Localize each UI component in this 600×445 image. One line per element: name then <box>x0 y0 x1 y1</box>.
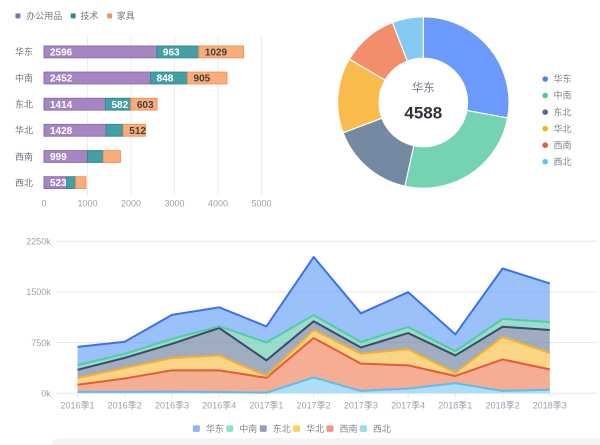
svg-text:2017季2: 2017季2 <box>297 400 331 411</box>
svg-text:华北: 华北 <box>554 123 572 134</box>
svg-text:中南: 中南 <box>554 90 572 101</box>
svg-text:2018季2: 2018季2 <box>486 400 520 411</box>
svg-text:东北: 东北 <box>273 423 291 434</box>
svg-text:512: 512 <box>129 126 146 137</box>
svg-text:523: 523 <box>50 178 67 189</box>
svg-text:华东: 华东 <box>554 73 572 84</box>
svg-text:2017季4: 2017季4 <box>391 400 425 411</box>
svg-text:2016季2: 2016季2 <box>108 400 142 411</box>
svg-text:中南: 中南 <box>239 423 257 434</box>
svg-text:2596: 2596 <box>50 47 73 58</box>
svg-text:华东: 华东 <box>206 423 224 434</box>
svg-text:603: 603 <box>137 100 154 111</box>
svg-text:582: 582 <box>112 100 129 111</box>
svg-text:西北: 西北 <box>373 424 391 434</box>
svg-text:999: 999 <box>50 152 67 163</box>
svg-text:750k: 750k <box>31 338 51 348</box>
svg-text:1500k: 1500k <box>26 287 51 297</box>
svg-text:西南: 西南 <box>554 139 572 150</box>
svg-text:2000: 2000 <box>121 199 141 209</box>
svg-text:1428: 1428 <box>50 126 73 137</box>
svg-text:1000: 1000 <box>77 199 97 209</box>
svg-text:2016季1: 2016季1 <box>60 400 94 411</box>
svg-text:0: 0 <box>41 199 46 209</box>
svg-text:4000: 4000 <box>208 199 228 209</box>
svg-text:华东: 华东 <box>412 81 435 95</box>
svg-text:1029: 1029 <box>205 47 228 58</box>
svg-text:2452: 2452 <box>50 74 73 85</box>
svg-text:2018季1: 2018季1 <box>438 400 472 411</box>
svg-text:中南: 中南 <box>15 72 33 83</box>
svg-text:办公用品: 办公用品 <box>26 10 62 21</box>
svg-text:2018季3: 2018季3 <box>533 400 567 411</box>
svg-text:西北: 西北 <box>15 178 33 188</box>
svg-text:华北: 华北 <box>15 125 33 136</box>
svg-text:西南: 西南 <box>15 151 33 162</box>
svg-text:西南: 西南 <box>340 423 358 434</box>
svg-text:5000: 5000 <box>251 199 271 209</box>
svg-text:2017季3: 2017季3 <box>344 400 378 411</box>
svg-text:2016季4: 2016季4 <box>202 400 236 411</box>
svg-text:华东: 华东 <box>15 46 33 57</box>
svg-text:华北: 华北 <box>306 423 324 434</box>
svg-text:西北: 西北 <box>554 157 572 167</box>
svg-text:905: 905 <box>194 74 211 85</box>
svg-text:东北: 东北 <box>15 99 33 110</box>
svg-text:2017季1: 2017季1 <box>249 400 283 411</box>
svg-text:963: 963 <box>163 47 180 58</box>
svg-text:4588: 4588 <box>404 104 442 123</box>
svg-text:1414: 1414 <box>50 100 73 111</box>
svg-text:家具: 家具 <box>117 10 135 21</box>
svg-text:东北: 东北 <box>554 106 572 117</box>
svg-text:3000: 3000 <box>164 199 184 209</box>
svg-text:848: 848 <box>157 74 174 85</box>
svg-text:2016季3: 2016季3 <box>155 400 189 411</box>
svg-text:0k: 0k <box>41 389 51 399</box>
svg-text:技术: 技术 <box>80 10 98 21</box>
svg-text:2250k: 2250k <box>26 236 51 246</box>
